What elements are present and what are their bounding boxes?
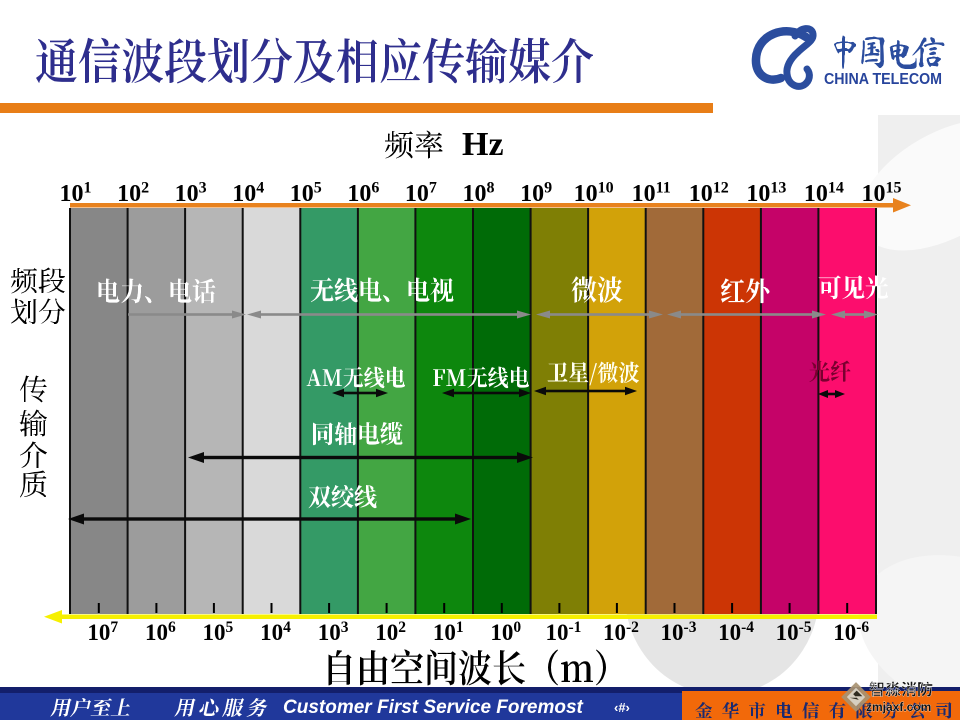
svg-text:102: 102 [375, 619, 406, 645]
svg-text:10-6: 10-6 [833, 619, 869, 645]
svg-text:105: 105 [203, 619, 234, 645]
svg-text:1010: 1010 [574, 180, 614, 208]
svg-text:100: 100 [490, 619, 521, 645]
svg-text:107: 107 [87, 619, 118, 645]
svg-text:102: 102 [117, 180, 149, 208]
svg-text:103: 103 [318, 619, 349, 645]
svg-text:106: 106 [347, 180, 379, 208]
svg-text:10-2: 10-2 [603, 619, 639, 645]
svg-text:104: 104 [232, 180, 264, 208]
svg-text:104: 104 [260, 619, 291, 645]
svg-text:103: 103 [175, 180, 207, 208]
svg-text:Customer First Service Foremos: Customer First Service Foremost [283, 697, 584, 718]
svg-text:1012: 1012 [689, 180, 729, 208]
svg-text:101: 101 [433, 619, 464, 645]
svg-text:CHINA TELECOM: CHINA TELECOM [824, 71, 942, 88]
svg-text:‹#›: ‹#› [614, 700, 630, 715]
svg-text:1014: 1014 [804, 180, 844, 208]
svg-text:zmjaxf.com: zmjaxf.com [866, 700, 931, 714]
svg-text:105: 105 [290, 180, 322, 208]
svg-text:101: 101 [60, 180, 92, 208]
svg-text:107: 107 [405, 180, 437, 208]
svg-text:108: 108 [463, 180, 495, 208]
svg-text:10-3: 10-3 [661, 619, 697, 645]
svg-text:1013: 1013 [746, 180, 786, 208]
svg-text:Hz: Hz [462, 126, 504, 163]
svg-text:106: 106 [145, 619, 176, 645]
svg-text:1011: 1011 [632, 180, 671, 208]
svg-text:109: 109 [520, 180, 552, 208]
svg-text:10-1: 10-1 [545, 619, 581, 645]
